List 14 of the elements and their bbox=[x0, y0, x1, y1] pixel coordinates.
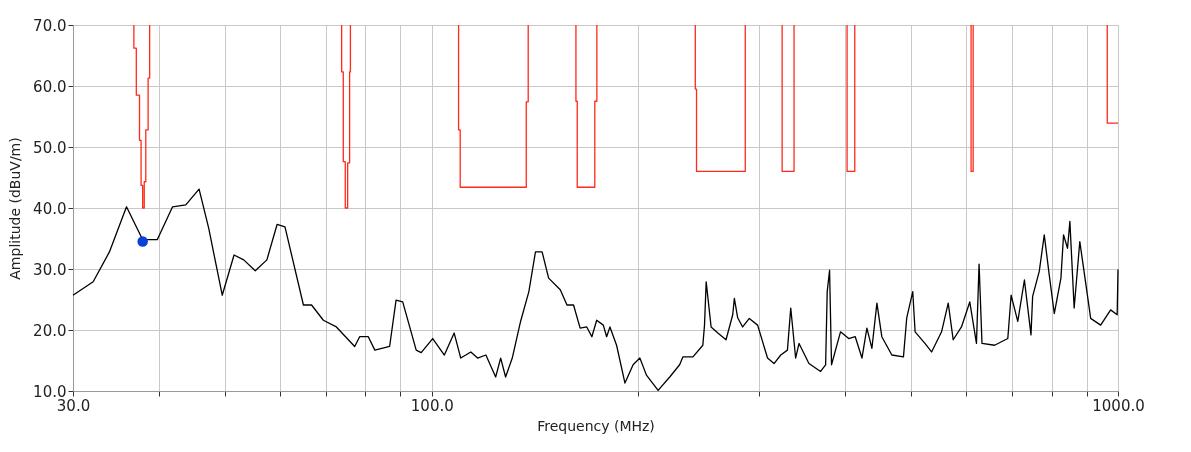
y-axis-title: Amplitude (dBuV/m) bbox=[7, 137, 24, 280]
y-tick-label: 60.0 bbox=[33, 77, 67, 96]
y-tick-label: 40.0 bbox=[33, 199, 67, 218]
x-tick-label: 100.0 bbox=[410, 396, 454, 415]
y-tick-label: 30.0 bbox=[33, 260, 67, 279]
x-axis-title: Frequency (MHz) bbox=[537, 417, 655, 434]
x-tick-label: 1000.0 bbox=[1092, 396, 1145, 415]
x-tick-label: 30.0 bbox=[56, 396, 91, 415]
line-series bbox=[457, 24, 529, 188]
line-series bbox=[133, 24, 151, 209]
y-tick-label: 20.0 bbox=[33, 321, 67, 340]
line-series bbox=[341, 24, 352, 209]
y-tick-label: 50.0 bbox=[33, 138, 67, 157]
y-tick-label: 70.0 bbox=[33, 16, 67, 35]
